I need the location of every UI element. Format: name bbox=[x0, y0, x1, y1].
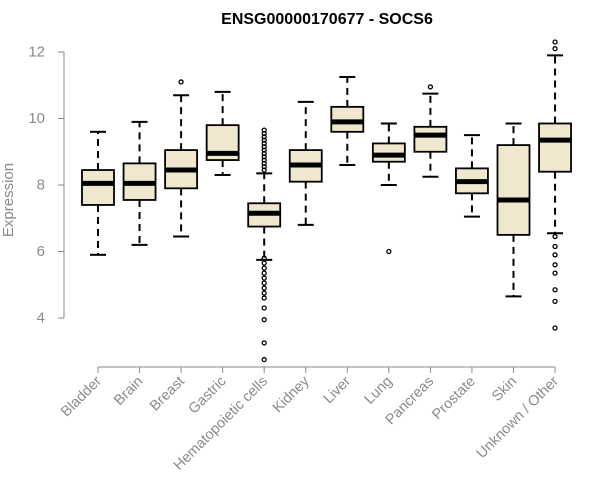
y-tick-label: 12 bbox=[28, 44, 45, 61]
outlier-point bbox=[261, 280, 267, 286]
outlier-point bbox=[552, 233, 558, 240]
outlier-point bbox=[261, 317, 267, 323]
outlier-point bbox=[261, 270, 267, 276]
outlier-point bbox=[427, 84, 434, 90]
x-tick-label: Skin bbox=[489, 374, 520, 405]
iqr-box bbox=[413, 125, 448, 153]
outlier-point bbox=[552, 262, 558, 268]
outlier-point bbox=[261, 130, 267, 137]
outlier-point bbox=[552, 287, 558, 293]
outlier-point bbox=[261, 134, 267, 140]
y-axis-label: Expression bbox=[0, 163, 17, 237]
box-bladder bbox=[81, 130, 115, 256]
outlier-point bbox=[261, 144, 267, 150]
outlier-point bbox=[261, 340, 267, 346]
y-tick-label: 10 bbox=[28, 110, 45, 127]
boxes bbox=[81, 39, 572, 363]
x-tick-label: Bladder bbox=[58, 373, 105, 420]
outlier-point bbox=[552, 298, 558, 305]
outlier-point bbox=[261, 275, 267, 281]
outlier-point bbox=[178, 79, 184, 85]
outlier-point bbox=[552, 243, 558, 250]
y-tick-label: 6 bbox=[37, 243, 45, 260]
outlier-point bbox=[261, 150, 267, 157]
box-brain bbox=[122, 120, 157, 246]
iqr-box bbox=[496, 144, 531, 236]
axes: 4 6 8 10 12 bbox=[28, 44, 65, 327]
outlier-point bbox=[261, 164, 267, 170]
outlier-point bbox=[552, 252, 558, 258]
iqr-box bbox=[538, 122, 572, 173]
outlier-point bbox=[261, 167, 267, 173]
box-kidney bbox=[288, 100, 323, 226]
outlier-point bbox=[261, 127, 267, 133]
outlier-point bbox=[261, 137, 267, 143]
box-prostate bbox=[455, 134, 489, 218]
box-breast bbox=[164, 79, 199, 238]
x-tick-label: Brain bbox=[111, 374, 146, 409]
x-tick-label: Lung bbox=[362, 374, 396, 408]
outlier-point bbox=[261, 285, 267, 291]
outlier-point bbox=[552, 46, 558, 52]
outlier-point bbox=[386, 248, 392, 255]
iqr-box bbox=[81, 169, 115, 206]
box-hematopoietic-cells bbox=[247, 127, 282, 363]
outlier-point bbox=[552, 39, 558, 45]
outlier-point bbox=[261, 260, 267, 266]
box-lung bbox=[371, 122, 406, 255]
outlier-point bbox=[552, 270, 558, 276]
x-tick-label: Liver bbox=[321, 373, 355, 407]
outlier-point bbox=[261, 290, 267, 296]
outlier-point bbox=[261, 305, 267, 311]
box-pancreas bbox=[413, 84, 448, 178]
outlier-point bbox=[261, 265, 267, 271]
outlier-point bbox=[261, 160, 267, 167]
outlier-point bbox=[261, 356, 267, 363]
box-skin bbox=[496, 122, 531, 298]
box-liver bbox=[330, 75, 365, 167]
outlier-point bbox=[261, 154, 267, 160]
x-tick-label: Prostate bbox=[429, 374, 478, 423]
y-tick-label: 4 bbox=[37, 310, 45, 327]
box-gastric bbox=[205, 90, 240, 177]
outlier-point bbox=[261, 157, 267, 163]
box-unknown-other bbox=[538, 39, 572, 331]
outlier-point bbox=[261, 295, 267, 301]
outlier-point bbox=[261, 255, 267, 261]
outlier-point bbox=[552, 325, 558, 331]
x-tick-label: Kidney bbox=[270, 373, 313, 416]
chart-title: ENSG00000170677 - SOCS6 bbox=[221, 11, 433, 28]
y-tick-label: 8 bbox=[37, 177, 45, 194]
outlier-point bbox=[261, 147, 267, 153]
x-tick-label: Breast bbox=[147, 374, 188, 415]
outlier-point bbox=[261, 140, 267, 147]
